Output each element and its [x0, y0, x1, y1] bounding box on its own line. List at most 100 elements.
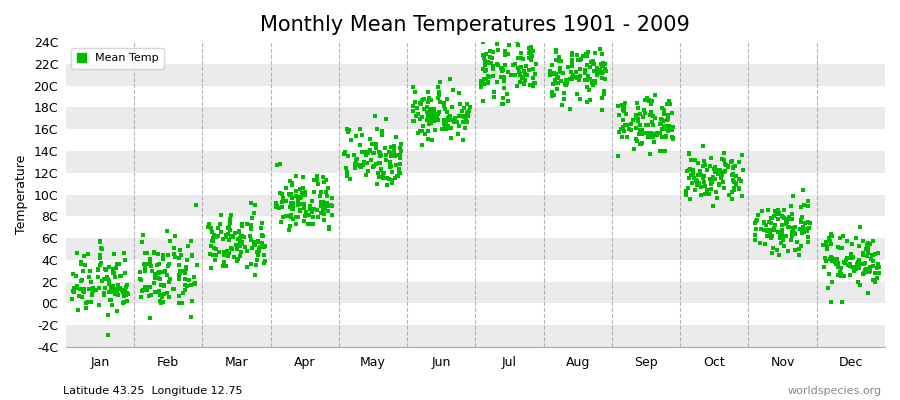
- Point: [662, 98, 676, 105]
- Point: [140, 250, 155, 256]
- Point: [239, 248, 254, 254]
- Point: [682, 175, 697, 181]
- Point: [834, 264, 849, 271]
- Point: [232, 229, 247, 235]
- Point: [842, 262, 856, 268]
- Point: [823, 235, 837, 242]
- Point: [275, 204, 290, 210]
- Point: [167, 250, 182, 257]
- Point: [566, 72, 580, 78]
- Point: [162, 260, 176, 267]
- Point: [795, 243, 809, 250]
- Point: [163, 238, 177, 244]
- Point: [298, 188, 312, 195]
- Bar: [66, 42, 885, 64]
- Point: [729, 180, 743, 186]
- Point: [565, 49, 580, 56]
- Point: [751, 211, 765, 218]
- Point: [372, 174, 386, 181]
- Point: [666, 124, 680, 130]
- Point: [770, 216, 785, 222]
- Point: [116, 250, 130, 256]
- Point: [748, 237, 762, 243]
- Point: [367, 162, 382, 169]
- Point: [858, 260, 872, 266]
- Point: [152, 270, 166, 276]
- Point: [149, 289, 164, 295]
- Point: [110, 308, 124, 314]
- Point: [831, 243, 845, 250]
- Point: [388, 175, 402, 181]
- Point: [856, 237, 870, 244]
- Point: [476, 52, 491, 58]
- Point: [374, 152, 388, 158]
- Point: [120, 282, 134, 288]
- Bar: [66, 108, 885, 129]
- Point: [172, 276, 186, 282]
- Point: [763, 229, 778, 236]
- Point: [373, 149, 387, 156]
- Point: [72, 293, 86, 300]
- Point: [635, 139, 650, 146]
- Point: [436, 121, 451, 127]
- Point: [866, 252, 880, 258]
- Point: [211, 233, 225, 239]
- Point: [699, 166, 714, 173]
- Point: [456, 113, 471, 119]
- Point: [218, 252, 232, 258]
- Point: [348, 160, 363, 166]
- Point: [251, 238, 266, 244]
- Bar: [66, 64, 885, 86]
- Point: [302, 206, 317, 212]
- Point: [549, 46, 563, 53]
- Point: [591, 69, 606, 75]
- Point: [212, 248, 226, 255]
- Point: [386, 148, 400, 155]
- Point: [78, 262, 93, 268]
- Point: [556, 70, 571, 77]
- Point: [441, 115, 455, 122]
- Point: [786, 229, 800, 235]
- Point: [851, 265, 866, 271]
- Point: [724, 159, 738, 165]
- Point: [428, 106, 442, 112]
- Point: [393, 161, 408, 167]
- Point: [360, 160, 374, 166]
- Point: [498, 48, 512, 54]
- Point: [796, 224, 810, 230]
- Point: [296, 184, 310, 191]
- Point: [480, 60, 494, 66]
- Point: [824, 258, 839, 264]
- Point: [313, 203, 328, 210]
- Point: [696, 174, 710, 181]
- Point: [217, 249, 231, 256]
- Point: [417, 106, 431, 112]
- Point: [792, 246, 806, 252]
- Point: [593, 46, 608, 52]
- Point: [517, 80, 531, 86]
- Point: [688, 157, 702, 163]
- Point: [490, 61, 504, 67]
- Point: [633, 121, 647, 128]
- Point: [838, 257, 852, 263]
- Point: [322, 224, 337, 231]
- Point: [856, 270, 870, 277]
- Point: [624, 127, 638, 133]
- Point: [790, 239, 805, 246]
- Point: [91, 266, 105, 273]
- Point: [202, 221, 217, 227]
- Point: [564, 62, 579, 69]
- Point: [861, 246, 876, 253]
- Point: [461, 109, 475, 115]
- Point: [689, 177, 704, 184]
- Point: [138, 264, 152, 270]
- Point: [252, 246, 266, 253]
- Point: [666, 136, 680, 142]
- Point: [153, 276, 167, 282]
- Point: [615, 134, 629, 141]
- Point: [408, 89, 422, 95]
- Point: [298, 189, 312, 195]
- Point: [655, 148, 670, 154]
- Point: [616, 104, 631, 110]
- Point: [580, 84, 594, 90]
